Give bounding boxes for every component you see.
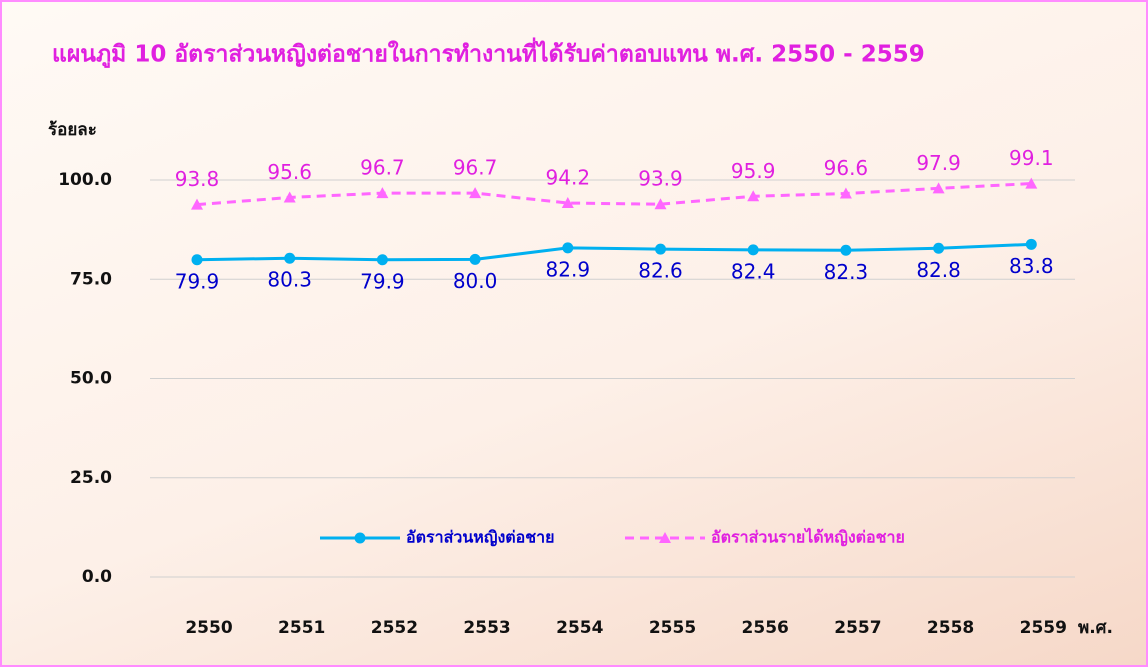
y-tick-label: 25.0 xyxy=(70,468,112,488)
x-tick-label: 2552 xyxy=(371,618,418,638)
point xyxy=(469,253,481,265)
data-label: 99.1 xyxy=(1009,146,1054,170)
x-tick-label: 2558 xyxy=(927,618,974,638)
point xyxy=(747,244,759,256)
y-tick-label: 50.0 xyxy=(70,369,112,389)
y-tick-label: 0.0 xyxy=(82,567,112,587)
data-label: 93.8 xyxy=(175,167,220,191)
point xyxy=(747,190,760,202)
y-axis-label: ร้อยละ xyxy=(48,120,97,140)
data-label: 95.9 xyxy=(731,159,776,183)
point xyxy=(1025,177,1038,189)
data-label: 80.0 xyxy=(453,269,498,293)
point xyxy=(376,254,388,266)
legend-label: อัตราส่วนรายได้หญิงต่อชาย xyxy=(711,528,905,548)
data-label: 94.2 xyxy=(546,166,591,190)
series-line xyxy=(196,182,1032,207)
data-label: 95.6 xyxy=(267,160,312,184)
x-tick-label: 2555 xyxy=(649,618,696,638)
legend-marker xyxy=(659,532,671,543)
point xyxy=(376,187,389,199)
data-label: 80.3 xyxy=(267,268,312,292)
data-label: 97.9 xyxy=(916,151,961,175)
point xyxy=(191,198,203,210)
data-label: 82.3 xyxy=(824,260,869,284)
point xyxy=(283,191,296,203)
data-label: 83.8 xyxy=(1009,254,1054,278)
data-label: 82.9 xyxy=(546,257,591,281)
data-label: 96.6 xyxy=(824,156,869,180)
data-label: 82.4 xyxy=(731,259,776,283)
point xyxy=(840,244,852,256)
data-label: 82.8 xyxy=(916,258,961,282)
legend-label: อัตราส่วนหญิงต่อชาย xyxy=(406,528,554,548)
x-tick-label: 2550 xyxy=(185,618,232,638)
point xyxy=(932,182,945,194)
x-tick-label: 2556 xyxy=(742,618,789,638)
legend-marker xyxy=(354,532,366,544)
point xyxy=(562,242,574,254)
y-tick-label: 100.0 xyxy=(58,170,112,190)
data-label: 96.7 xyxy=(453,156,498,180)
y-tick-label: 75.0 xyxy=(70,269,112,289)
x-tick-label: 2554 xyxy=(556,618,603,638)
data-label: 82.6 xyxy=(638,259,683,283)
data-label: 79.9 xyxy=(360,269,405,293)
point xyxy=(839,187,852,199)
point xyxy=(284,252,296,264)
point xyxy=(469,187,482,199)
point xyxy=(933,242,945,254)
data-label: 93.9 xyxy=(638,167,683,191)
x-tick-label: 2559 xyxy=(1020,618,1067,638)
point xyxy=(654,198,667,210)
x-axis-label: พ.ศ. xyxy=(1078,618,1113,638)
x-tick-label: 2551 xyxy=(278,618,325,638)
data-label: 79.9 xyxy=(175,269,220,293)
point xyxy=(655,243,666,255)
point xyxy=(191,254,203,266)
point xyxy=(1025,238,1037,250)
chart-title: แผนภูมิ 10 อัตราส่วนหญิงต่อชายในการทำงาน… xyxy=(52,37,925,69)
series-line xyxy=(196,242,1032,262)
x-tick-label: 2553 xyxy=(463,618,510,638)
data-label: 96.7 xyxy=(360,156,405,180)
point xyxy=(561,197,574,209)
x-tick-label: 2557 xyxy=(834,618,881,638)
